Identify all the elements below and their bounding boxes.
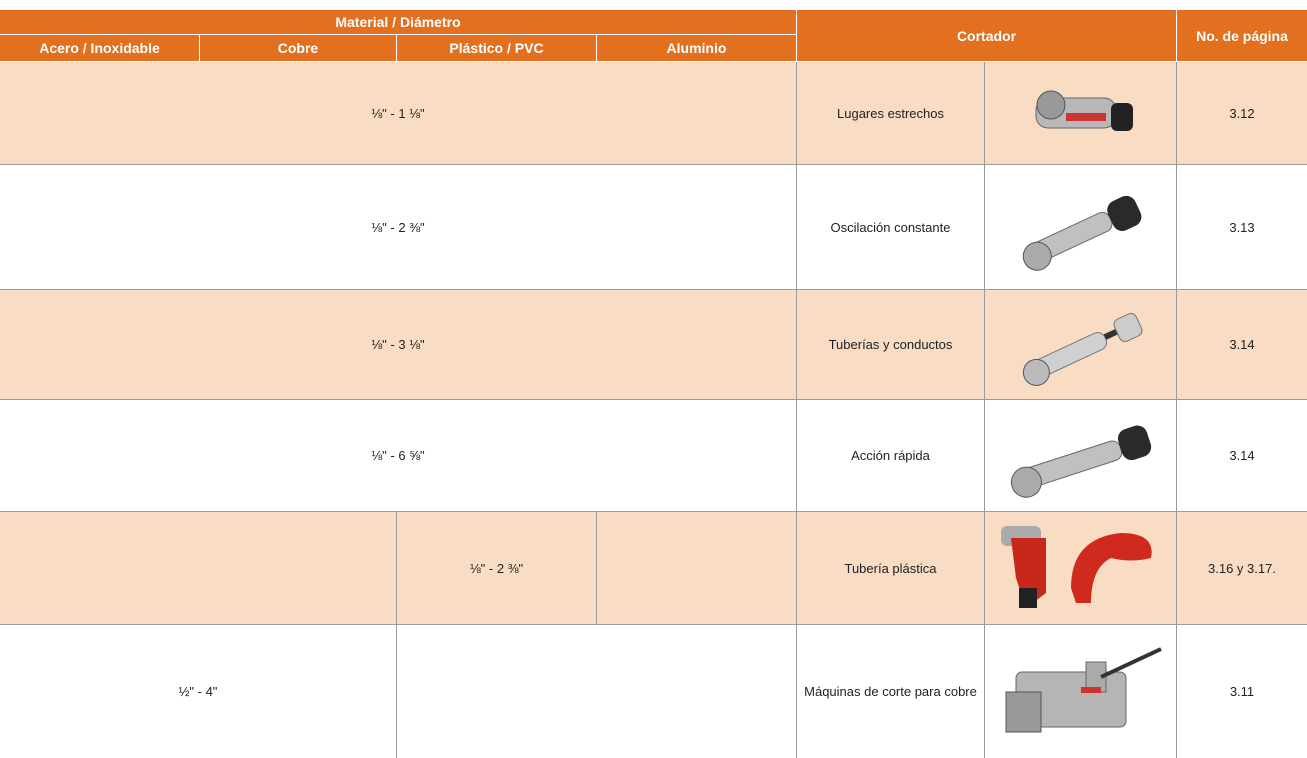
column-header: Acero / Inoxidable — [0, 35, 200, 62]
cutter-cell: Oscilación constante — [797, 165, 985, 290]
cutter-image — [1022, 312, 1142, 386]
image-cell — [985, 625, 1177, 758]
range-cell: ⅛" - 1 ⅛" — [0, 62, 797, 165]
page-cell: 3.14 — [1177, 290, 1307, 400]
cutter-cell: Acción rápida — [797, 400, 985, 512]
page-cell: 3.11 — [1229, 684, 1255, 699]
page-cell: 3.13 — [1177, 165, 1307, 290]
empty-cell — [0, 512, 397, 625]
column-header: Aluminio — [597, 35, 797, 62]
page-cell: 3.16 y 3.17. — [1177, 512, 1307, 625]
empty-cell — [597, 512, 797, 625]
cutter-cell: Tubería plástica — [797, 512, 985, 625]
page-header: No. de página — [1177, 10, 1307, 62]
page-cell: 3.12 — [1177, 62, 1307, 165]
cutter-image — [1035, 90, 1133, 131]
column-header: Cobre — [200, 35, 397, 62]
range-cell: ⅛" - 2 ⅜" — [0, 165, 797, 290]
range-cell: ⅛" - 6 ⅝" — [0, 400, 797, 512]
page-cell: 3.14 — [1177, 400, 1307, 512]
range-cell: ½" - 4" — [0, 625, 397, 758]
image-cell — [985, 512, 1177, 625]
cutter-image — [1005, 646, 1162, 732]
cutter-image — [1001, 526, 1152, 608]
empty-cell — [397, 625, 797, 758]
cutter-header: Cortador — [797, 10, 1177, 62]
image-cell — [985, 165, 1177, 290]
cutter-image — [1022, 195, 1141, 271]
group-header: Material / Diámetro — [0, 10, 797, 35]
range-cell: ⅛" - 2 ⅜" — [397, 512, 597, 625]
image-cell — [985, 290, 1177, 400]
cutter-cell: Lugares estrechos — [797, 62, 985, 165]
range-cell: ⅛" - 3 ⅛" — [0, 290, 797, 400]
cutter-image — [1010, 425, 1151, 498]
cutter-cell: Tuberías y conductos — [797, 290, 985, 400]
image-cell — [985, 400, 1177, 512]
column-header: Plástico / PVC — [397, 35, 597, 62]
cutter-cell: Máquinas de corte para cobre — [797, 625, 985, 758]
image-cell — [985, 62, 1177, 165]
